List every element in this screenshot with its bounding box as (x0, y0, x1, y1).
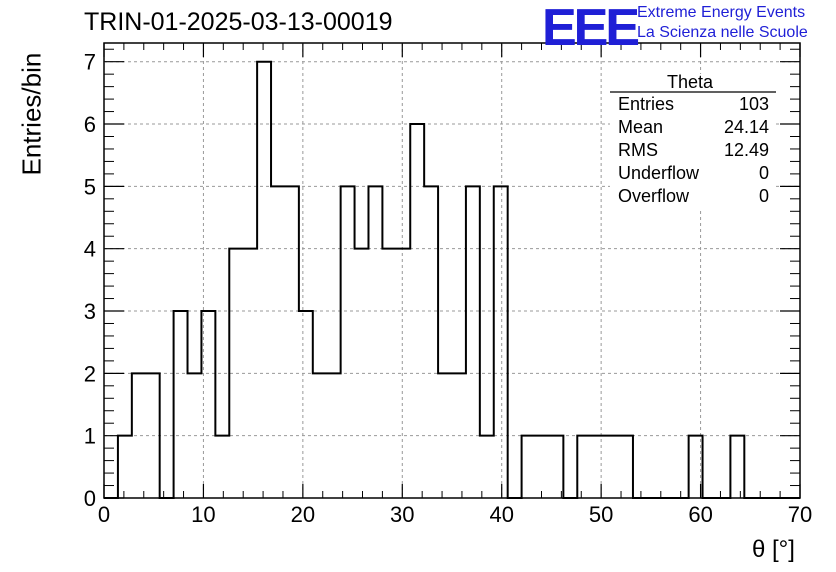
axis-ticks (103, 43, 801, 499)
run-title: TRIN-01-2025-03-13-00019 (84, 8, 393, 36)
stats-label-entries: Entries (618, 94, 675, 114)
stats-label-rms: RMS (618, 140, 658, 160)
stats-value-mean: 24.14 (723, 117, 769, 137)
stats-value-rms: 12.49 (723, 140, 769, 160)
y-axis-label: Entries/bin (16, 52, 47, 176)
histogram-line (104, 60, 800, 499)
stats-box-bg (610, 74, 776, 208)
tick-labels: 0 10 20 30 40 50 60 70 0 1 2 3 4 5 6 7 (84, 50, 812, 527)
y-tick-label: 2 (84, 361, 96, 386)
stats-value-overflow: 0 (758, 186, 769, 206)
stats-value-entries: 103 (738, 94, 769, 114)
x-tick-label: 10 (191, 502, 215, 527)
x-tick-label: 60 (688, 502, 712, 527)
logo-line-2: La Scienza nelle Scuole (637, 24, 808, 41)
stats-label-overflow: Overflow (618, 186, 690, 206)
y-tick-label: 0 (84, 486, 96, 511)
eee-logo: EEE (542, 0, 640, 57)
stats-label-underflow: Underflow (618, 163, 700, 183)
y-tick-label: 4 (84, 237, 96, 262)
y-tick-label: 5 (84, 174, 96, 199)
y-tick-label: 1 (84, 424, 96, 449)
logo-line-1: Extreme Energy Events (637, 4, 806, 21)
stats-box (610, 74, 776, 208)
stats-label-mean: Mean (618, 117, 664, 137)
x-axis-label: θ [°] (752, 536, 795, 563)
x-tick-label: 40 (489, 502, 513, 527)
y-tick-label: 3 (84, 299, 96, 324)
stats-value-underflow: 0 (758, 163, 769, 183)
stats-title: Theta (667, 72, 714, 92)
x-tick-label: 20 (291, 502, 315, 527)
plot-frame (103, 42, 801, 499)
x-tick-label: 30 (390, 502, 414, 527)
x-tick-label: 0 (98, 502, 110, 527)
y-tick-label: 7 (84, 50, 96, 75)
x-tick-label: 50 (589, 502, 613, 527)
y-tick-label: 6 (84, 112, 96, 137)
x-tick-label: 70 (788, 502, 812, 527)
